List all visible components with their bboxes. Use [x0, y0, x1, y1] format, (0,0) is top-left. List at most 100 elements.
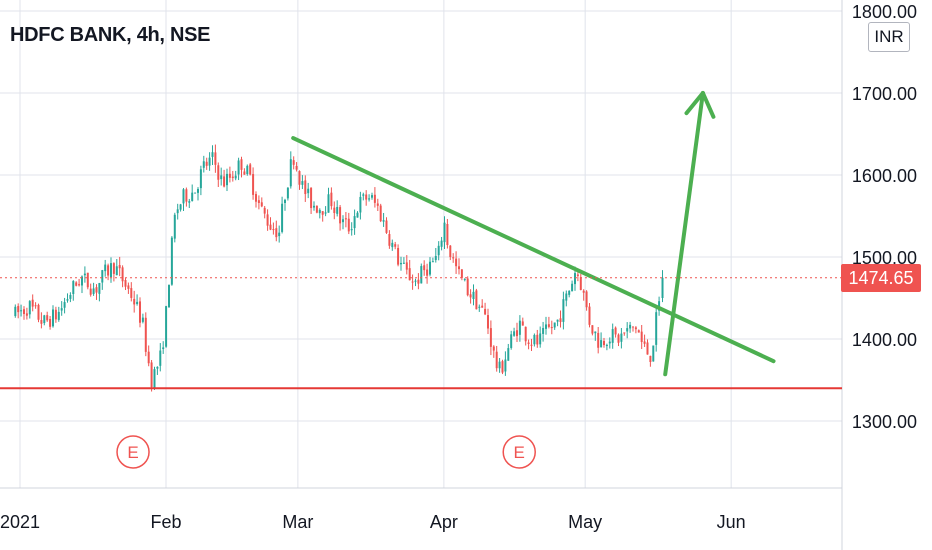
- candle-body: [246, 165, 249, 174]
- earnings-marker-label: E: [127, 443, 138, 462]
- candle-body: [22, 309, 25, 315]
- candle-body: [83, 273, 86, 276]
- candle-body: [208, 157, 211, 166]
- candle-body: [199, 169, 202, 189]
- candle-body: [515, 330, 518, 337]
- candle-body: [66, 299, 69, 301]
- candle-body: [321, 211, 324, 215]
- candle-body: [605, 344, 608, 347]
- candle-body: [457, 266, 460, 270]
- candle-body: [336, 206, 339, 214]
- candle-body: [202, 161, 205, 168]
- candle-body: [489, 328, 492, 347]
- last-price-label: 1474.65: [841, 264, 921, 292]
- candle-body: [501, 361, 504, 373]
- price-tick-label: 1500.00: [852, 248, 917, 268]
- candle-body: [333, 207, 336, 214]
- time-tick-label: Feb: [150, 512, 181, 532]
- arrow-head: [684, 91, 705, 116]
- candle-body: [356, 212, 359, 218]
- candle-body: [646, 342, 649, 355]
- candle-body: [72, 281, 75, 294]
- candle-body: [101, 270, 104, 283]
- candle-body: [455, 258, 458, 267]
- candle-body: [80, 276, 83, 286]
- candle-body: [173, 214, 176, 239]
- candle-body: [156, 366, 159, 369]
- candle-body: [69, 294, 72, 299]
- candle-body: [63, 302, 66, 308]
- time-tick-label: Apr: [430, 512, 458, 532]
- candle-body: [394, 244, 397, 247]
- candle-body: [481, 305, 484, 308]
- candle-body: [576, 274, 579, 276]
- candle-body: [324, 212, 327, 214]
- candle-body: [550, 326, 553, 329]
- candle-body: [524, 326, 527, 342]
- price-axis[interactable]: 1300.00 1400.00 1500.00 1600.00 1700.00 1800.…: [852, 2, 917, 432]
- candle-body: [556, 319, 559, 322]
- price-tick-label: 1800.00: [852, 2, 917, 22]
- candle-body: [185, 189, 188, 202]
- candle-body: [220, 175, 223, 180]
- candle-body: [89, 288, 92, 295]
- candle-body: [20, 310, 23, 312]
- candle-body: [353, 216, 356, 229]
- candle-body: [40, 319, 43, 324]
- symbol-title[interactable]: HDFC BANK, 4h, NSE: [10, 24, 211, 46]
- earnings-marker-label: E: [514, 443, 525, 462]
- candle-body: [539, 333, 542, 345]
- candle-body: [136, 301, 139, 304]
- candle-body: [327, 194, 330, 213]
- candle-body: [243, 171, 246, 175]
- candle-body: [588, 306, 591, 325]
- candle-body: [312, 205, 315, 208]
- candle-body: [223, 176, 226, 187]
- candle-body: [573, 273, 576, 285]
- candle-body: [272, 229, 275, 231]
- candle-body: [634, 327, 637, 330]
- candle-body: [492, 346, 495, 351]
- candle-body: [49, 318, 52, 327]
- candle-body: [159, 350, 162, 366]
- candle-body: [597, 332, 600, 348]
- candle-body: [637, 330, 640, 333]
- candle-body: [631, 326, 634, 328]
- candle-body: [60, 308, 63, 311]
- candle-body: [34, 305, 37, 307]
- candle-body: [278, 232, 281, 237]
- candle-body: [43, 315, 46, 324]
- candle-body: [252, 174, 255, 195]
- candle-body: [138, 301, 141, 323]
- candle-body: [188, 201, 191, 203]
- candle-body: [640, 331, 643, 342]
- candle-body: [626, 328, 629, 332]
- candle-body: [452, 257, 455, 259]
- candle-body: [368, 198, 371, 200]
- candle-body: [388, 234, 391, 246]
- candle-body: [553, 322, 556, 328]
- candle-body: [269, 224, 272, 230]
- currency-label[interactable]: INR: [868, 22, 910, 52]
- candle-body: [54, 309, 57, 320]
- candle-body: [115, 266, 118, 276]
- candle-body: [420, 266, 423, 284]
- time-axis[interactable]: 2021 Feb Mar Apr May Jun: [0, 512, 746, 532]
- candle-body: [92, 288, 95, 294]
- candle-body: [379, 205, 382, 222]
- candle-body: [112, 263, 115, 274]
- candle-body: [234, 175, 237, 179]
- candle-body: [414, 280, 417, 282]
- candle-body: [443, 222, 446, 243]
- candle-body: [495, 351, 498, 369]
- candle-body: [95, 287, 98, 293]
- candle-body: [608, 341, 611, 344]
- candle-body: [623, 332, 626, 334]
- candle-body: [330, 192, 333, 207]
- candle-body: [205, 161, 208, 166]
- candle-body: [565, 293, 568, 301]
- candle-body: [600, 340, 603, 348]
- candle-body: [391, 242, 394, 248]
- candle-body: [504, 359, 507, 372]
